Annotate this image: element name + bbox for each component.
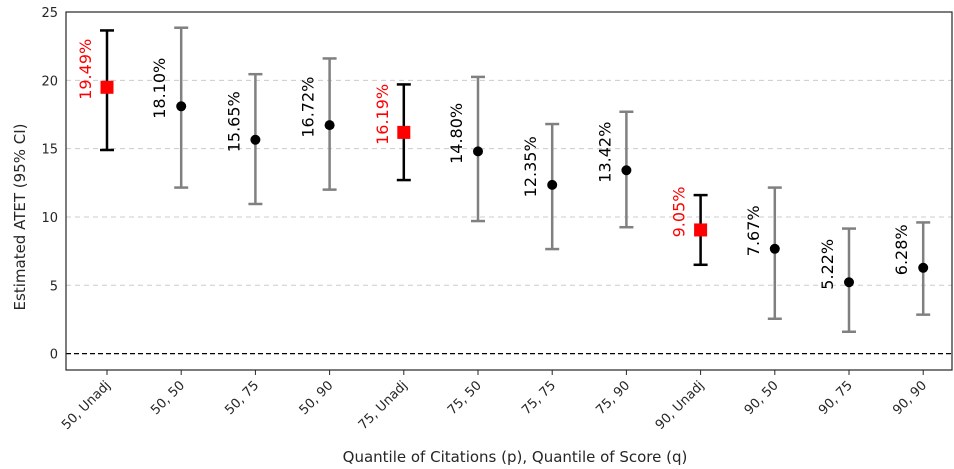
estimate-group: 19.49% (76, 29, 114, 152)
data-label: 7.67% (744, 205, 763, 256)
data-label: 5.22% (818, 239, 837, 290)
point-marker-square (694, 223, 708, 237)
y-tick-label: 25 (41, 6, 58, 21)
plot-border (65, 11, 953, 371)
data-label: 13.42% (595, 122, 614, 183)
estimate-group: 7.67% (744, 186, 782, 321)
estimate-group: 18.10% (150, 26, 189, 189)
point-marker-circle (250, 134, 261, 145)
x-tick-label: 90, 90 (890, 378, 930, 418)
y-tick-label: 0 (50, 348, 58, 363)
estimate-group: 13.42% (595, 110, 634, 229)
x-tick-label: 50, 50 (148, 378, 188, 418)
y-tick-label: 20 (41, 74, 58, 89)
data-label: 19.49% (76, 39, 95, 100)
x-tick-label: 90, 50 (742, 378, 782, 418)
point-marker-square (100, 80, 114, 94)
point-marker-circle (547, 179, 558, 190)
x-tick-label: 75, 75 (519, 378, 559, 418)
point-marker-circle (473, 146, 483, 157)
x-tick-label: 75, 50 (445, 378, 485, 418)
y-tick-label: 15 (41, 143, 58, 158)
estimate-group: 16.72% (299, 57, 337, 191)
point-marker-circle (324, 120, 335, 131)
estimate-group: 12.35% (521, 122, 560, 251)
data-label: 14.80% (447, 103, 466, 164)
data-label: 16.19% (373, 84, 392, 145)
point-marker-circle (918, 262, 929, 273)
x-tick-label: 75, Unadj (356, 378, 411, 433)
data-label: 6.28% (892, 224, 911, 275)
estimate-group: 5.22% (818, 227, 856, 333)
data-label: 15.65% (224, 91, 243, 152)
x-tick-label: 90, 75 (816, 378, 856, 418)
data-label: 12.35% (521, 136, 540, 197)
y-tick-label: 10 (41, 211, 58, 226)
data-label: 9.05% (670, 187, 689, 238)
y-tick-label: 5 (50, 279, 58, 294)
estimate-group: 15.65% (224, 72, 263, 206)
x-tick-label: 50, 90 (297, 378, 337, 418)
plot-frame (65, 11, 953, 371)
estimate-group: 14.80% (447, 75, 485, 223)
point-marker-circle (844, 277, 854, 288)
x-tick-label: 50, Unadj (59, 378, 114, 433)
point-marker-circle (176, 101, 187, 112)
x-axis-label: Quantile of Citations (p), Quantile of S… (343, 448, 688, 466)
estimate-group: 9.05% (670, 187, 708, 267)
x-tick-label: 75, 90 (593, 378, 633, 418)
y-axis-label: Estimated ATET (95% CI) (11, 124, 29, 311)
error-bars-and-points: 19.49% 18.10% 15.65% 16.72% 16.19% 14.80% 12.3… (76, 26, 931, 333)
point-marker-circle (769, 243, 780, 254)
estimate-group: 16.19% (373, 83, 411, 182)
x-tick-label: 90, Unadj (653, 378, 708, 433)
x-tick-label: 50, 75 (222, 378, 262, 418)
estimate-group: 6.28% (892, 221, 931, 316)
data-label: 16.72% (299, 77, 318, 138)
data-label: 18.10% (150, 58, 169, 119)
axis-ticks: 0 5 10 15 20 25 50, Unadj 50, 50 50, 75 50, 90 75,… (41, 6, 930, 433)
point-marker-square (397, 125, 411, 139)
point-marker-circle (621, 165, 632, 176)
